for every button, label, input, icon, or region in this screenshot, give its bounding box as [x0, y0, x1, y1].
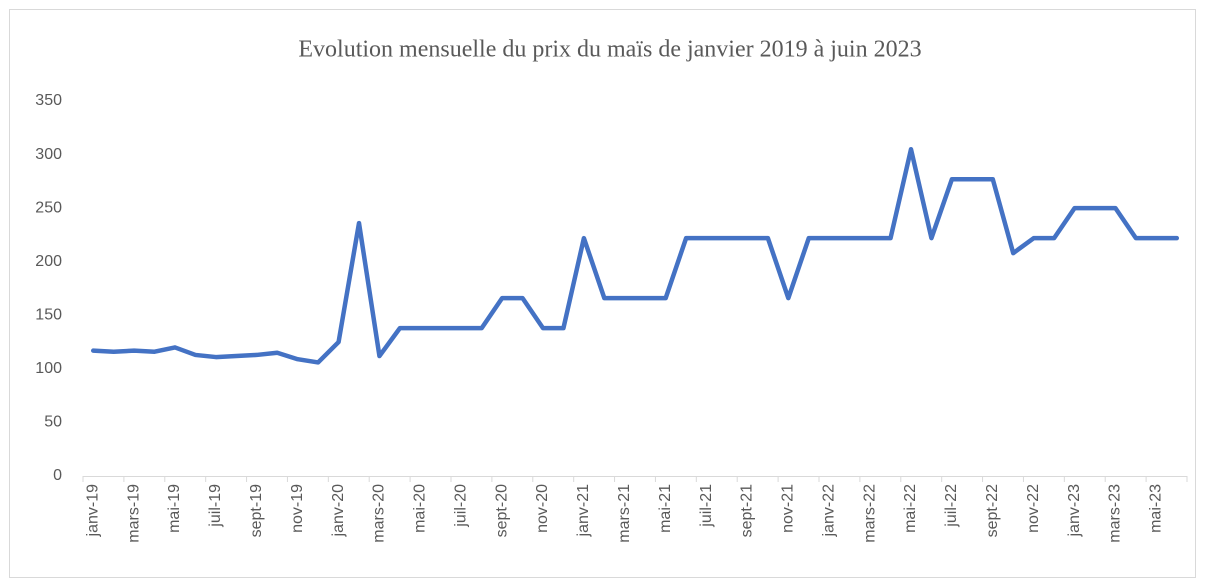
y-tick-label: 300	[35, 146, 62, 163]
x-tick-label: mars-20	[371, 484, 388, 543]
x-tick-label: mars-22	[861, 484, 878, 543]
x-tick-label: nov-22	[1025, 484, 1042, 533]
y-tick-label: 150	[35, 307, 62, 324]
y-tick-label: 350	[35, 92, 62, 109]
x-tick-label: mai-22	[902, 484, 919, 533]
x-tick-label: janv-19	[84, 484, 101, 538]
y-tick-label: 0	[53, 467, 62, 484]
x-tick-label: mai-21	[657, 484, 674, 533]
x-tick-label: juil-21	[698, 484, 715, 528]
x-tick-label: nov-19	[289, 484, 306, 533]
chart-title: Evolution mensuelle du prix du maïs de j…	[298, 37, 921, 63]
x-tick-label: mars-19	[125, 484, 142, 543]
line-series	[90, 146, 1180, 365]
x-tick-label: mai-19	[166, 484, 183, 533]
y-tick-label: 100	[35, 360, 62, 377]
x-tick-label: mars-23	[1107, 484, 1124, 543]
x-tick-label: nov-21	[780, 484, 797, 533]
x-tick-label: janv-20	[330, 484, 347, 538]
x-tick-label: mars-21	[616, 484, 633, 543]
x-tick-label: janv-22	[820, 484, 837, 538]
y-tick-label: 50	[44, 414, 62, 431]
y-tick-label: 250	[35, 199, 62, 216]
x-tick-label: sept-22	[984, 484, 1001, 537]
x-tick-label: janv-23	[1066, 484, 1083, 538]
x-tick-label: sept-19	[248, 484, 265, 537]
x-tick-label: juil-19	[207, 484, 224, 528]
x-tick-label: mai-23	[1148, 484, 1165, 533]
x-tick-label: janv-21	[575, 484, 592, 538]
y-tick-label: 200	[35, 253, 62, 270]
x-tick-label: sept-20	[493, 484, 510, 537]
x-tick-label: nov-20	[534, 484, 551, 533]
x-tick-label: juil-20	[452, 484, 469, 528]
x-tick-label: juil-22	[943, 484, 960, 528]
x-tick-label: mai-20	[412, 484, 429, 533]
x-tick-label: sept-21	[739, 484, 756, 537]
